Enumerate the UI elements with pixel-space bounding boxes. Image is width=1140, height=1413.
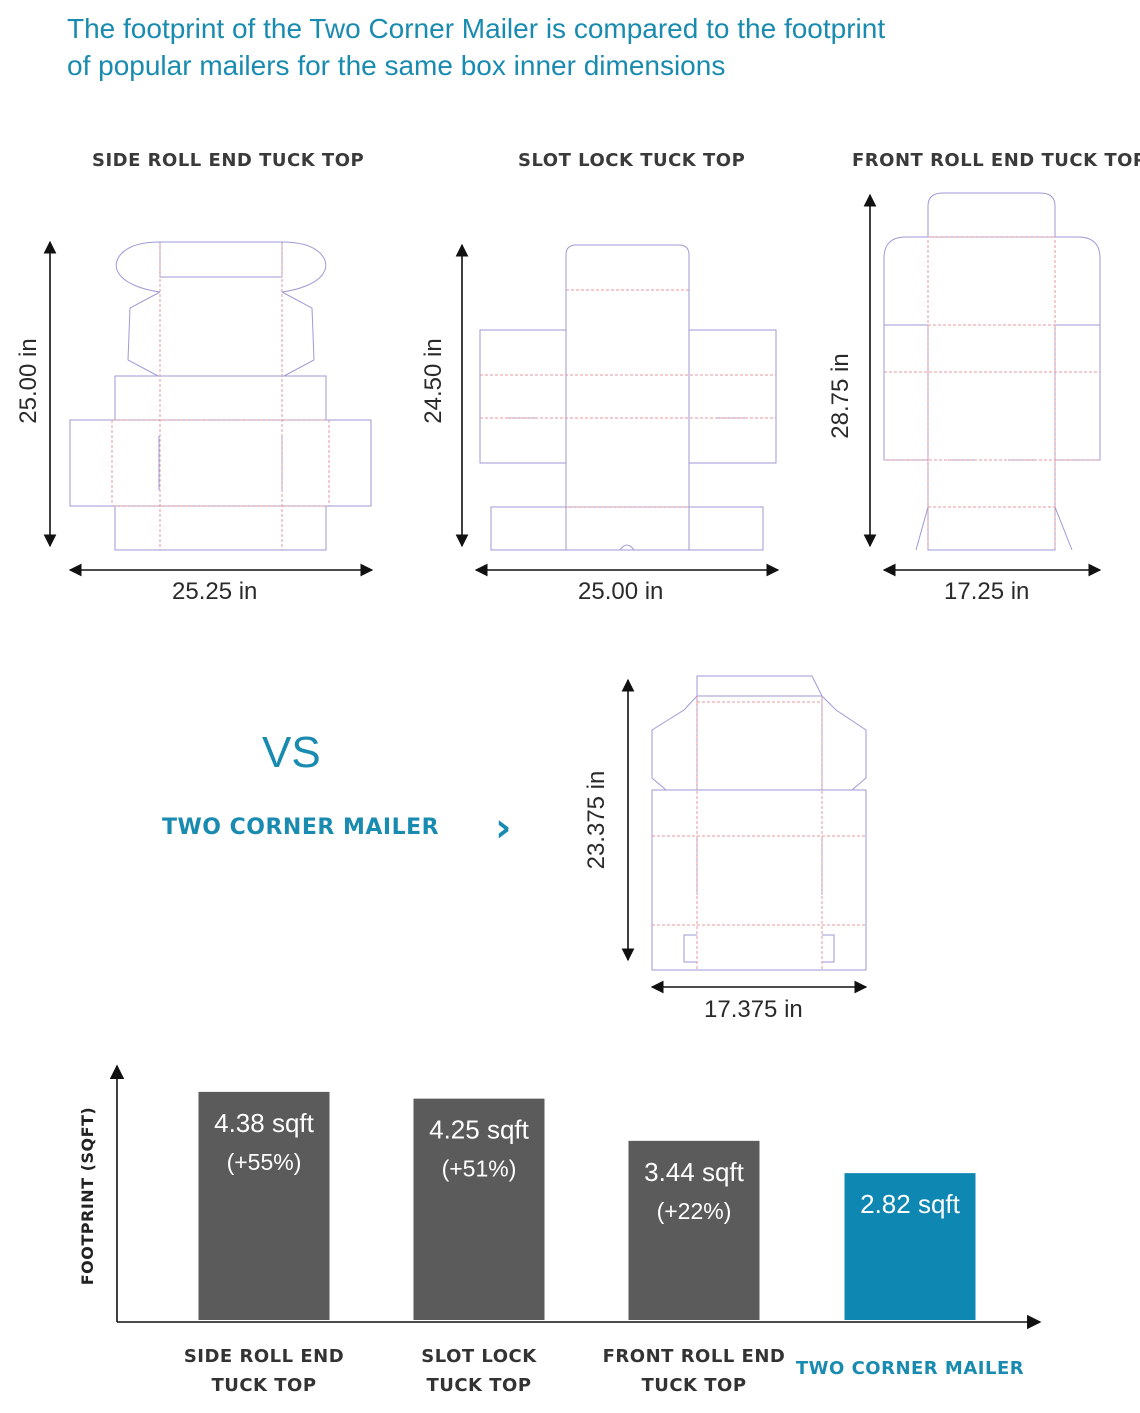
chevron-right-icon: › — [495, 805, 512, 851]
headline-line-2: of popular mailers for the same box inne… — [67, 50, 726, 81]
width-label-slot-lock: 25.00 in — [578, 578, 664, 605]
category-label-line: SLOT LOCK — [421, 1346, 537, 1367]
vs-label: VS — [262, 728, 321, 777]
headline-line-1: The footprint of the Two Corner Mailer i… — [67, 13, 886, 44]
category-label-line: SIDE ROLL END — [183, 1346, 345, 1367]
dieline-front-roll-end — [883, 192, 1101, 551]
category-label-2: FRONT ROLL END TUCK TOP — [574, 1342, 814, 1400]
dieline-two-corner — [651, 675, 867, 971]
bar-3 — [844, 1173, 976, 1320]
dieline-slot-lock — [479, 244, 777, 551]
two-corner-mailer-label: TWO CORNER MAILER — [162, 815, 440, 840]
bar-percent-label-1: (+51%) — [442, 1156, 517, 1182]
category-label-3: TWO CORNER MAILER — [790, 1354, 1030, 1383]
dieline-diagrams — [43, 192, 1102, 994]
width-label-side-roll: 25.25 in — [172, 578, 258, 605]
category-label-line: FRONT ROLL END — [602, 1346, 786, 1367]
width-label-front-roll: 17.25 in — [944, 578, 1030, 605]
y-axis-label: FOOTPRINT (SQFT) — [78, 1106, 97, 1286]
bar-value-label-2: 3.44 sqft — [644, 1157, 745, 1187]
width-label-two-corner: 17.375 in — [704, 996, 803, 1023]
bar-value-label-0: 4.38 sqft — [214, 1108, 315, 1138]
category-label-line: TUCK TOP — [426, 1375, 532, 1396]
dieline-side-roll-end — [69, 241, 372, 551]
mailer-title-side-roll: SIDE ROLL END TUCK TOP — [92, 150, 365, 171]
category-label-line: TUCK TOP — [641, 1375, 747, 1396]
bar-0 — [198, 1091, 330, 1320]
mailer-title-front-roll: FRONT ROLL END TUCK TOP — [852, 150, 1140, 171]
mailer-title-slot-lock: SLOT LOCK TUCK TOP — [518, 150, 746, 171]
category-label-line: TUCK TOP — [211, 1375, 317, 1396]
bar-percent-label-2: (+22%) — [657, 1198, 732, 1224]
category-label-1: SLOT LOCK TUCK TOP — [359, 1342, 599, 1400]
category-label-0: SIDE ROLL END TUCK TOP — [144, 1342, 384, 1400]
bar-2 — [628, 1140, 760, 1320]
page-headline: The footprint of the Two Corner Mailer i… — [67, 10, 1067, 84]
bar-value-label-3: 2.82 sqft — [860, 1189, 961, 1219]
bar-percent-label-0: (+55%) — [227, 1149, 302, 1175]
bar-value-label-1: 4.25 sqft — [429, 1115, 530, 1145]
bar-1 — [413, 1098, 545, 1320]
category-label-line: TWO CORNER MAILER — [795, 1358, 1025, 1379]
